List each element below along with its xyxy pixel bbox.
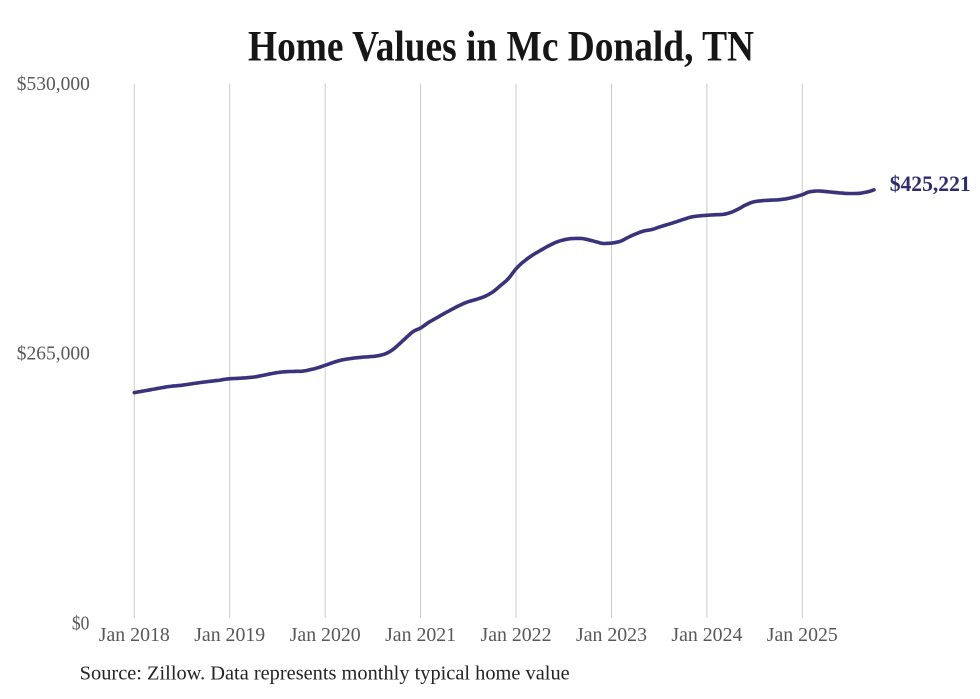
- svg-text:Jan 2022: Jan 2022: [481, 624, 552, 646]
- svg-text:$530,000: $530,000: [17, 73, 90, 95]
- svg-text:Jan 2019: Jan 2019: [194, 624, 265, 646]
- svg-text:Jan 2020: Jan 2020: [290, 624, 361, 646]
- svg-text:Jan 2021: Jan 2021: [385, 624, 456, 646]
- svg-text:$425,221: $425,221: [890, 171, 971, 196]
- svg-text:Source: Zillow. Data represent: Source: Zillow. Data represents monthly …: [80, 663, 570, 685]
- svg-text:Jan 2025: Jan 2025: [767, 624, 838, 646]
- svg-text:Jan 2023: Jan 2023: [576, 624, 647, 646]
- svg-text:Jan 2018: Jan 2018: [99, 624, 170, 646]
- svg-text:Jan 2024: Jan 2024: [671, 624, 742, 646]
- svg-text:$265,000: $265,000: [17, 342, 90, 364]
- svg-text:$0: $0: [72, 613, 90, 635]
- svg-text:Home Values in Mc Donald, TN: Home Values in Mc Donald, TN: [248, 24, 754, 71]
